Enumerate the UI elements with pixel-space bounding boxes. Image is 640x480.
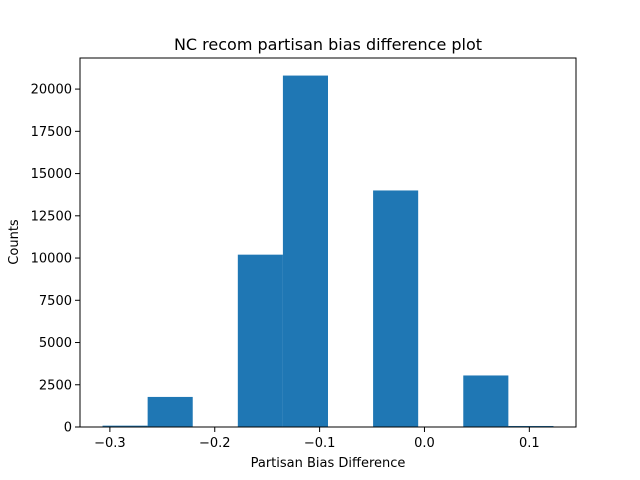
x-tick-label: −0.1 — [304, 436, 336, 451]
histogram-bar-1 — [147, 396, 193, 427]
histogram-bar-8 — [463, 375, 509, 427]
y-tick-label: 15000 — [31, 167, 72, 182]
bars-group — [102, 75, 554, 428]
y-tick-label: 5000 — [39, 336, 72, 351]
histogram-bar-3 — [237, 254, 283, 427]
y-tick-label: 20000 — [31, 83, 72, 98]
x-tick-label: −0.3 — [94, 436, 126, 451]
x-tick-label: 0.0 — [414, 436, 435, 451]
x-tick-label: −0.2 — [199, 436, 231, 451]
histogram-bar-4 — [282, 75, 328, 428]
plot-frame — [79, 57, 577, 428]
y-tick-label: 17500 — [31, 125, 72, 140]
histogram-bar-0 — [102, 425, 148, 427]
histogram-bar-9 — [508, 425, 554, 427]
y-tick-label: 0 — [64, 421, 72, 436]
histogram-bar-6 — [373, 190, 419, 427]
y-axis-label: Counts — [7, 219, 22, 265]
x-axis-ticks: −0.3 −0.2 −0.1 0.0 0.1 — [94, 427, 540, 451]
y-axis-ticks: 0 2500 5000 7500 10000 12500 15000 17500 20000 — [31, 83, 80, 436]
x-tick-label: 0.1 — [519, 436, 540, 451]
chart-title: NC recom partisan bias difference plot — [174, 35, 482, 54]
y-tick-label: 7500 — [39, 294, 72, 309]
y-tick-label: 12500 — [31, 209, 72, 224]
y-tick-label: 2500 — [39, 378, 72, 393]
y-tick-label: 10000 — [31, 252, 72, 267]
x-axis-label: Partisan Bias Difference — [251, 456, 406, 471]
